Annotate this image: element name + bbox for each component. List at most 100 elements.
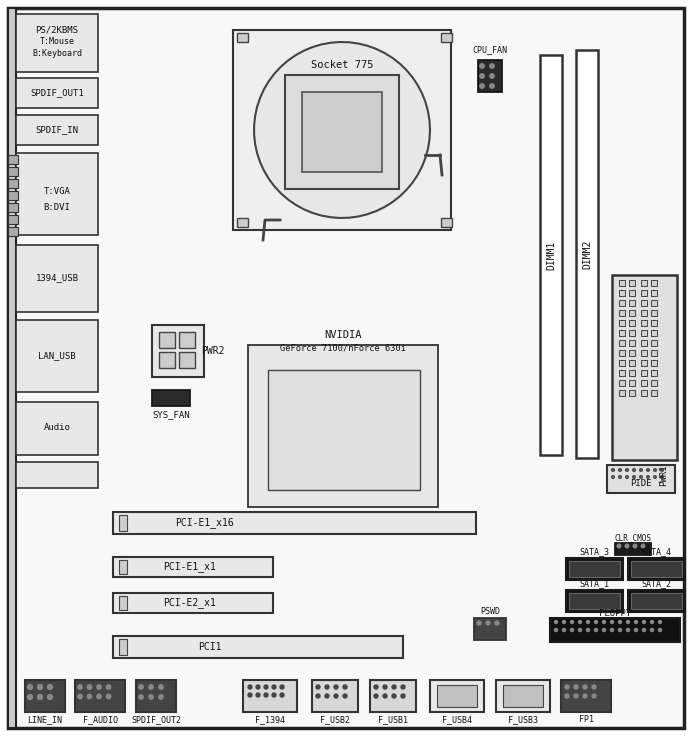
Bar xyxy=(233,30,451,230)
Bar xyxy=(159,332,175,348)
Circle shape xyxy=(574,685,578,689)
Circle shape xyxy=(563,620,565,623)
Circle shape xyxy=(579,629,581,631)
Circle shape xyxy=(554,620,557,623)
Circle shape xyxy=(256,693,260,697)
Circle shape xyxy=(583,694,587,698)
Text: FLOPPY: FLOPPY xyxy=(599,609,631,618)
Circle shape xyxy=(78,684,82,689)
Bar xyxy=(8,203,18,212)
Text: SPDIF_OUT1: SPDIF_OUT1 xyxy=(30,88,84,97)
Circle shape xyxy=(280,693,284,697)
Circle shape xyxy=(602,620,606,623)
Bar xyxy=(651,340,657,346)
Circle shape xyxy=(477,621,481,625)
Bar xyxy=(496,680,550,712)
Circle shape xyxy=(486,621,490,625)
Circle shape xyxy=(653,475,656,478)
Bar xyxy=(113,557,273,577)
Bar xyxy=(615,543,651,555)
Circle shape xyxy=(647,469,649,471)
Bar xyxy=(619,360,625,366)
Bar xyxy=(619,370,625,376)
Circle shape xyxy=(97,694,101,698)
Circle shape xyxy=(139,695,143,699)
Circle shape xyxy=(248,685,252,689)
Text: DIMM2: DIMM2 xyxy=(582,239,592,269)
Bar xyxy=(576,50,598,458)
Circle shape xyxy=(635,620,638,623)
Bar xyxy=(437,685,477,707)
Bar xyxy=(16,462,98,488)
Circle shape xyxy=(635,629,638,631)
Bar xyxy=(629,350,635,356)
Bar xyxy=(651,390,657,396)
Circle shape xyxy=(633,475,635,478)
Circle shape xyxy=(325,685,329,689)
Bar xyxy=(619,330,625,336)
Circle shape xyxy=(139,684,143,689)
Bar xyxy=(641,390,647,396)
Bar xyxy=(8,8,16,728)
Bar xyxy=(243,680,297,712)
Bar xyxy=(619,300,625,306)
Text: DIMM1: DIMM1 xyxy=(546,241,556,269)
Bar xyxy=(641,360,647,366)
Circle shape xyxy=(480,74,484,78)
Bar xyxy=(179,332,195,348)
Circle shape xyxy=(374,694,378,698)
Text: SYS_FAN: SYS_FAN xyxy=(152,411,190,420)
Circle shape xyxy=(611,629,613,631)
Circle shape xyxy=(316,685,320,689)
Bar xyxy=(159,352,175,368)
Bar xyxy=(629,390,635,396)
Circle shape xyxy=(159,684,163,689)
Circle shape xyxy=(490,74,494,78)
Bar xyxy=(152,390,190,406)
Circle shape xyxy=(37,684,42,690)
Text: CPU_FAN: CPU_FAN xyxy=(473,46,507,54)
Circle shape xyxy=(48,695,53,699)
Bar xyxy=(441,218,452,227)
Circle shape xyxy=(618,629,622,631)
Circle shape xyxy=(586,629,590,631)
Text: 1394_USB: 1394_USB xyxy=(35,274,78,283)
Circle shape xyxy=(272,693,276,697)
Circle shape xyxy=(495,621,499,625)
Text: F_USB3: F_USB3 xyxy=(508,715,538,724)
Bar xyxy=(569,561,620,577)
Bar xyxy=(629,330,635,336)
Bar xyxy=(566,558,623,580)
Bar xyxy=(607,465,675,493)
Bar xyxy=(302,92,382,172)
Bar xyxy=(641,380,647,386)
Text: B:Keyboard: B:Keyboard xyxy=(32,49,82,57)
Circle shape xyxy=(611,620,613,623)
Bar xyxy=(619,350,625,356)
Bar xyxy=(619,310,625,316)
Text: GeForce 7100/nForce 630i: GeForce 7100/nForce 630i xyxy=(280,344,406,353)
Circle shape xyxy=(28,695,33,699)
Bar xyxy=(641,370,647,376)
Bar xyxy=(619,320,625,326)
Circle shape xyxy=(641,544,644,548)
Text: F_USB2: F_USB2 xyxy=(320,715,350,724)
Bar xyxy=(152,325,204,377)
Circle shape xyxy=(87,684,91,689)
Bar xyxy=(641,330,647,336)
Bar xyxy=(629,340,635,346)
Polygon shape xyxy=(254,42,430,218)
Bar xyxy=(285,75,399,189)
Circle shape xyxy=(595,620,597,623)
Circle shape xyxy=(633,469,635,471)
Bar xyxy=(8,179,18,188)
Circle shape xyxy=(592,685,596,689)
Bar xyxy=(619,340,625,346)
Bar xyxy=(651,280,657,286)
Circle shape xyxy=(392,685,396,689)
Bar xyxy=(370,680,416,712)
Bar xyxy=(651,370,657,376)
Bar xyxy=(619,290,625,296)
Text: PCI1: PCI1 xyxy=(198,642,222,652)
Circle shape xyxy=(383,694,387,698)
